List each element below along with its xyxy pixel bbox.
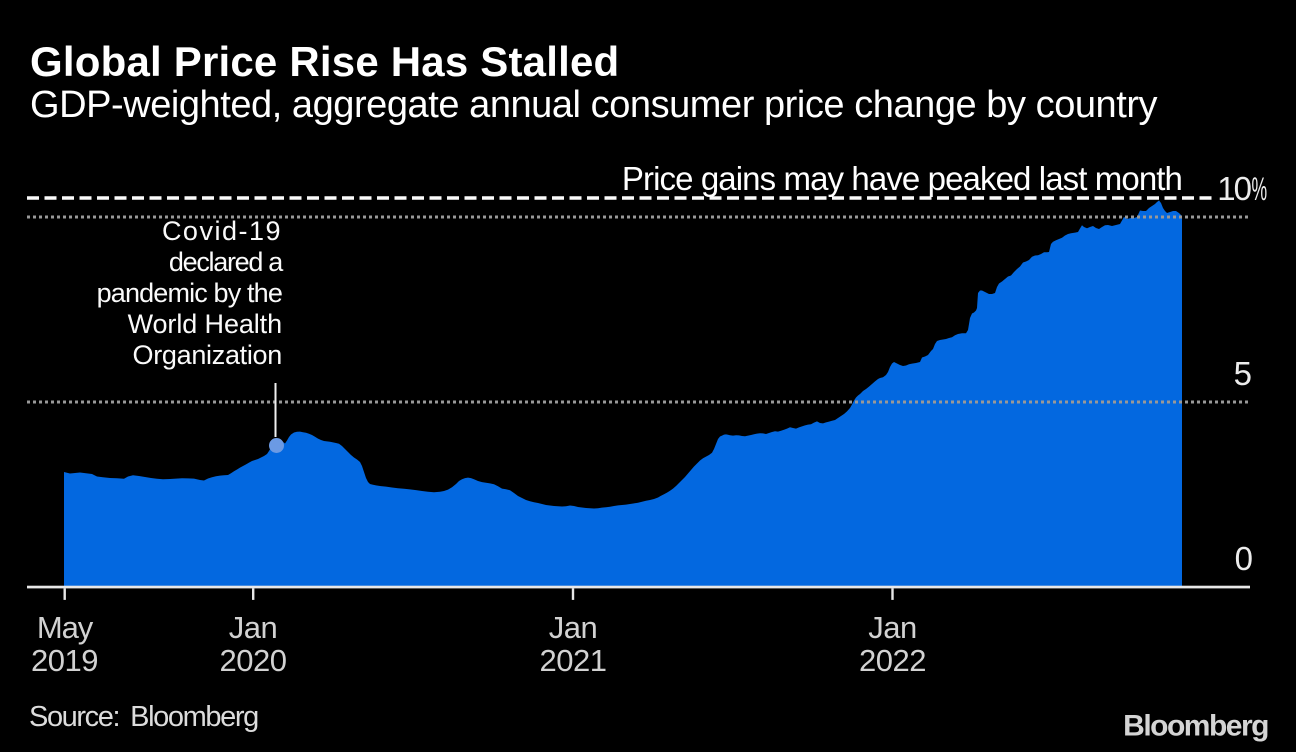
svg-text:May: May	[37, 610, 94, 645]
svg-text:Jan: Jan	[549, 610, 597, 645]
svg-text:%: %	[1252, 173, 1268, 208]
svg-text:Jan: Jan	[868, 610, 916, 645]
svg-text:Covid-19: Covid-19	[162, 216, 282, 246]
svg-text:declared a: declared a	[169, 247, 284, 277]
svg-text:GDP-weighted, aggregate annual: GDP-weighted, aggregate annual consumer …	[30, 84, 1158, 126]
svg-text:Source:Bloomberg: Source: Bloomberg	[29, 701, 258, 733]
svg-text:Global Price Rise Has Stalled: Global Price Rise Has Stalled	[30, 38, 619, 85]
svg-text:10: 10	[1217, 170, 1251, 207]
svg-text:pandemic by the: pandemic by the	[97, 278, 282, 308]
svg-text:0: 0	[1235, 540, 1253, 577]
svg-text:Organization: Organization	[133, 340, 283, 370]
svg-text:2019: 2019	[31, 643, 98, 678]
svg-text:2020: 2020	[220, 643, 287, 678]
svg-text:Price gains may have peaked la: Price gains may have peaked last month	[622, 160, 1182, 197]
svg-text:Jan: Jan	[229, 610, 277, 645]
svg-text:Bloomberg: Bloomberg	[1123, 710, 1268, 743]
svg-text:World Health: World Health	[128, 309, 282, 339]
svg-text:2021: 2021	[540, 643, 607, 678]
svg-text:2022: 2022	[859, 643, 926, 678]
svg-text:5: 5	[1234, 355, 1252, 392]
